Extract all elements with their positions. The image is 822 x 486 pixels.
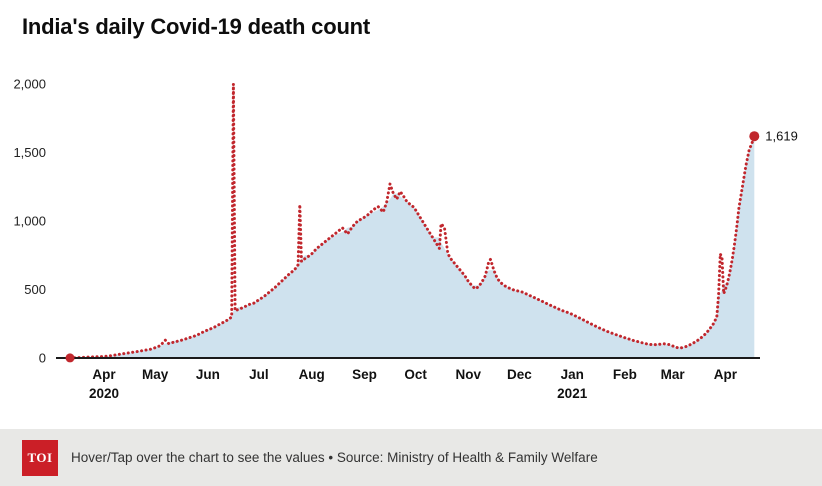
covid-chart[interactable]: 0 500 1,000 1,500 2,000 Apr 2020 May Jun Jul Aug Se… bbox=[0, 0, 822, 429]
footer: TOI Hover/Tap over the chart to see the … bbox=[0, 429, 822, 486]
x-tick-label: Oct bbox=[404, 367, 427, 382]
y-tick-label: 1,500 bbox=[13, 145, 46, 160]
start-marker bbox=[65, 353, 75, 363]
x-tick-label: Apr bbox=[92, 367, 116, 382]
end-marker[interactable] bbox=[749, 131, 760, 142]
end-value-label: 1,619 bbox=[765, 129, 798, 144]
toi-logo: TOI bbox=[22, 439, 58, 476]
x-tick-label: Nov bbox=[456, 367, 482, 382]
x-tick-label: May bbox=[142, 367, 169, 382]
x-tick-label: Jan bbox=[561, 367, 584, 382]
x-tick-label: Aug bbox=[299, 367, 325, 382]
x-tick-label: Jul bbox=[249, 367, 269, 382]
y-tick-label: 0 bbox=[39, 351, 46, 366]
y-tick-label: 1,000 bbox=[13, 214, 46, 229]
area-fill bbox=[70, 136, 755, 358]
y-tick-label: 500 bbox=[24, 282, 46, 297]
y-tick-label: 2,000 bbox=[13, 77, 46, 92]
x-tick-label: Dec bbox=[507, 367, 532, 382]
x-tick-label: Apr bbox=[714, 367, 738, 382]
chart-title: India's daily Covid-19 death count bbox=[22, 14, 371, 39]
year-label: 2020 bbox=[89, 386, 119, 401]
x-tick-label: Sep bbox=[352, 367, 377, 382]
series-dotted-line[interactable] bbox=[68, 82, 756, 360]
year-label: 2021 bbox=[557, 386, 588, 401]
x-tick-label: Feb bbox=[613, 367, 637, 382]
x-tick-label: Jun bbox=[196, 367, 220, 382]
x-tick-label: Mar bbox=[661, 367, 686, 382]
footer-note: Hover/Tap over the chart to see the valu… bbox=[71, 450, 598, 465]
